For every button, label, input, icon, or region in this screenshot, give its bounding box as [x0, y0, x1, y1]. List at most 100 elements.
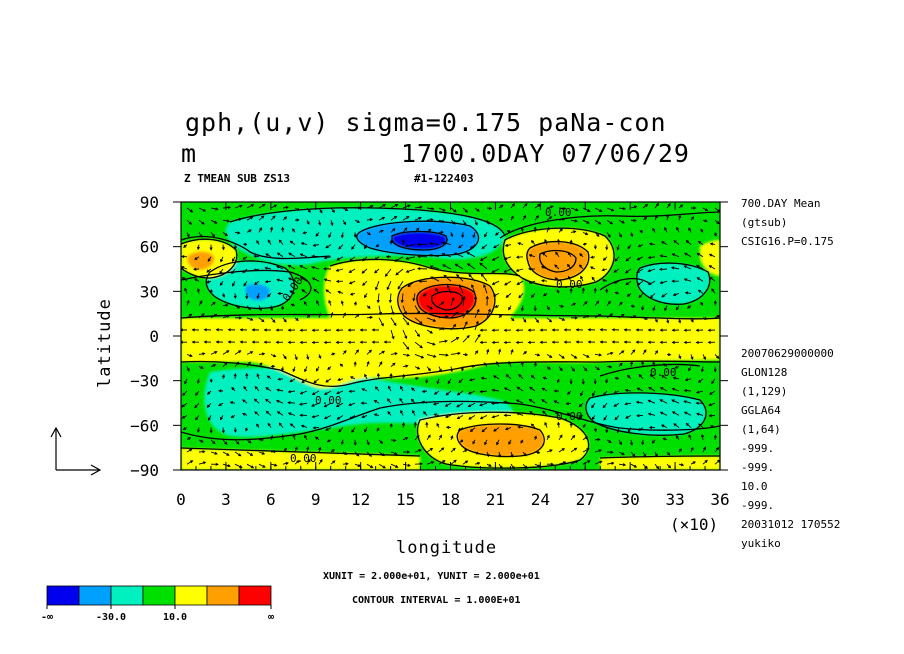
wind-vector-head	[425, 421, 429, 426]
wind-vector-head	[379, 440, 383, 445]
wind-vector-head	[236, 305, 241, 309]
wind-vector-head	[647, 269, 651, 273]
wind-vector-head	[318, 355, 322, 360]
wind-vector-head	[485, 295, 489, 300]
wind-vector-head	[524, 202, 528, 207]
wind-vector-head	[484, 234, 487, 238]
wind-vector-head	[212, 364, 217, 368]
colorbar-swatch	[78, 585, 112, 606]
wind-vector-head	[311, 415, 315, 419]
wind-vector-head	[191, 340, 195, 344]
wind-vector-head	[343, 312, 346, 316]
wind-vector-head	[575, 208, 579, 212]
wind-vector-head	[535, 319, 539, 324]
wind-vector-head	[429, 265, 434, 269]
wind-vector	[311, 266, 320, 270]
wind-vector-head	[644, 316, 648, 321]
wind-vector	[506, 374, 512, 380]
region-red-center	[416, 284, 476, 318]
wind-vector-field	[181, 202, 720, 470]
wind-vector-head	[270, 307, 274, 312]
chart-subtitle-right: #1-122403	[414, 172, 474, 185]
wind-vector-head	[219, 282, 223, 286]
wind-vector-head	[516, 282, 520, 285]
wind-vector	[288, 277, 296, 282]
wind-vector	[438, 207, 446, 212]
contour-line	[499, 211, 720, 239]
wind-vector-head	[348, 403, 352, 407]
wind-vector-head	[338, 246, 342, 250]
wind-vector	[390, 329, 395, 339]
wind-vector-head	[713, 233, 717, 237]
wind-vector-head	[528, 280, 533, 284]
wind-vector-head	[465, 460, 469, 464]
wind-vector-head	[479, 390, 483, 394]
wind-vector-head	[249, 452, 254, 456]
colorbar-label: 10.0	[163, 612, 187, 623]
wind-vector-head	[479, 340, 483, 344]
wind-vector-head	[462, 295, 466, 300]
wind-vector-head	[469, 246, 474, 250]
wind-vector-head	[533, 226, 537, 230]
wind-vector-head	[670, 266, 675, 270]
wind-vector-head	[456, 274, 460, 278]
contour-label: 0.00	[315, 394, 342, 407]
right-info-block-2: 20070629000000 GLON128 (1,129) GGLA64 (1,64)…	[741, 347, 840, 550]
wind-vector-head	[184, 380, 188, 385]
wind-vector	[709, 390, 716, 395]
wind-vector-head	[276, 388, 280, 392]
wind-vector-head	[678, 355, 682, 360]
wind-vector-head	[250, 351, 254, 355]
wind-vector	[672, 253, 680, 258]
wind-vector-head	[253, 398, 258, 402]
wind-vector	[462, 310, 469, 319]
wind-vector-head	[565, 402, 569, 406]
contour-line	[599, 278, 651, 291]
wind-vector-head	[328, 299, 332, 304]
wind-vector-head	[252, 268, 257, 272]
wind-vector-head	[578, 404, 582, 408]
wind-vector-head	[697, 379, 702, 383]
wind-vector-head	[325, 379, 329, 383]
wind-vector-head	[421, 400, 425, 404]
wind-vector	[468, 402, 476, 407]
contour-line	[181, 360, 720, 388]
wind-vector-head	[298, 402, 303, 406]
wind-vector-head	[695, 401, 699, 405]
wind-vector	[210, 451, 218, 455]
wind-vector-head	[439, 434, 442, 438]
wind-vector	[270, 204, 277, 209]
wind-vector-head	[616, 430, 620, 434]
wind-vector-head	[563, 340, 567, 344]
wind-vector-head	[527, 340, 531, 344]
wind-vector-head	[493, 245, 497, 249]
wind-vector-head	[586, 354, 590, 358]
wind-vector-head	[475, 350, 479, 354]
wind-vector-head	[397, 286, 401, 290]
wind-vector-head	[277, 377, 281, 381]
wind-vector-head	[325, 427, 329, 431]
colorbar-label: ∞	[268, 612, 274, 623]
wind-vector-head	[578, 414, 582, 418]
wind-vector-head	[625, 282, 629, 286]
wind-vector	[522, 203, 528, 209]
x-tick-label: 24	[531, 490, 550, 509]
wind-vector	[504, 268, 512, 273]
wind-vector	[348, 402, 356, 406]
wind-vector	[447, 285, 452, 294]
wind-vector	[517, 280, 524, 285]
wind-vector-head	[251, 340, 255, 344]
wind-vector-head	[425, 380, 429, 384]
wind-vector-head	[195, 417, 199, 421]
wind-vector-head	[381, 216, 386, 220]
wind-vector-head	[603, 417, 607, 421]
wind-vector-head	[311, 277, 316, 281]
wind-vector-head	[221, 374, 225, 378]
wind-vector	[290, 423, 296, 428]
wind-vector-head	[345, 462, 349, 466]
wind-vector	[518, 293, 524, 298]
wind-vector-head	[447, 380, 451, 385]
wind-vector-head	[233, 373, 237, 377]
contour-interval-note: CONTOUR INTERVAL = 1.000E+01	[352, 595, 521, 606]
wind-vector-head	[436, 422, 440, 427]
